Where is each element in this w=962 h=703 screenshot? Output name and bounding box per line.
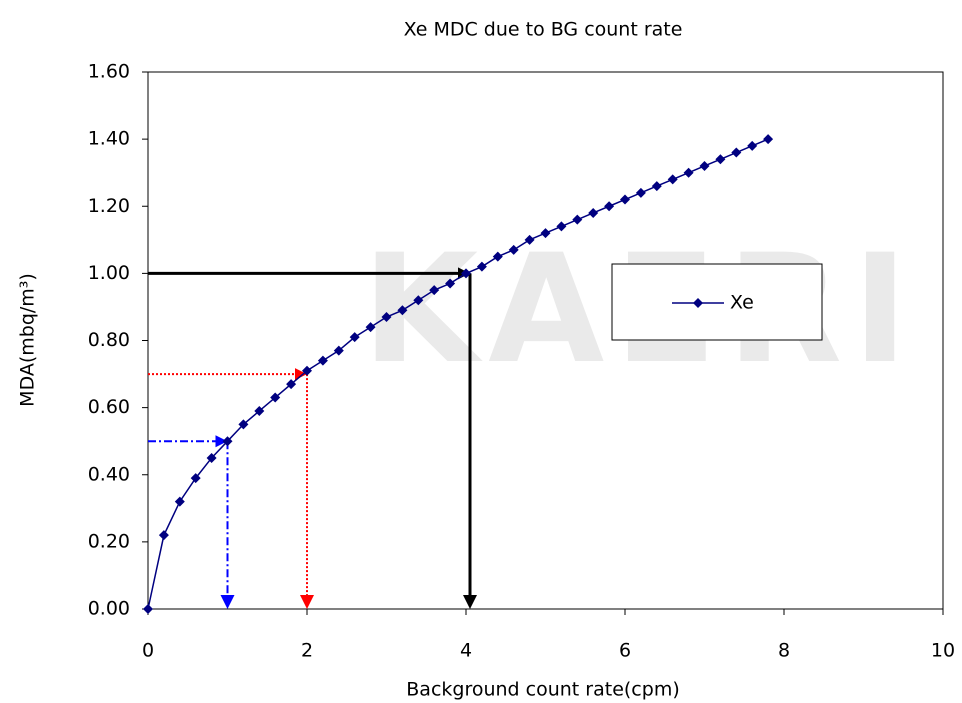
- y-tick-label: 0.40: [88, 463, 130, 485]
- marker: [206, 452, 217, 463]
- marker: [254, 405, 265, 416]
- guide-arrow: [148, 271, 472, 601]
- y-axis-title: MDA(mbq/m³): [17, 273, 39, 407]
- y-tick-label: 0.20: [88, 530, 130, 552]
- arrow-head: [300, 595, 314, 609]
- y-tick-label: 0.60: [88, 396, 130, 418]
- marker: [445, 278, 456, 289]
- x-tick-label: 10: [931, 640, 955, 662]
- marker: [397, 305, 408, 316]
- arrow-head: [220, 595, 235, 609]
- arrow-head: [215, 435, 228, 448]
- arrow-head: [295, 368, 307, 381]
- marker: [540, 228, 551, 239]
- marker: [604, 201, 615, 212]
- x-tick-label: 4: [460, 640, 472, 662]
- marker: [190, 473, 201, 484]
- marker: [699, 160, 710, 171]
- marker: [365, 322, 376, 333]
- marker: [683, 167, 694, 178]
- marker: [556, 221, 567, 232]
- marker: [731, 147, 742, 158]
- series-line: [147, 138, 769, 610]
- marker: [461, 268, 471, 279]
- legend-box: [611, 263, 823, 341]
- y-tick-label: 1.20: [88, 195, 130, 217]
- chart-title: Xe MDC due to BG count rate: [404, 19, 683, 41]
- arrow-head: [463, 595, 477, 609]
- marker: [222, 436, 233, 447]
- y-tick-label: 1.60: [88, 61, 130, 83]
- marker: [763, 134, 774, 145]
- marker: [174, 496, 185, 507]
- marker: [588, 207, 599, 218]
- marker: [747, 140, 758, 151]
- guide-arrow: [148, 440, 229, 601]
- marker: [317, 355, 328, 366]
- x-tick-label: 2: [301, 640, 313, 662]
- y-tick-label: 0.00: [88, 598, 130, 620]
- guide-arrow: [148, 373, 308, 601]
- marker: [349, 332, 360, 343]
- y-tick-label: 1.00: [88, 262, 130, 284]
- marker: [492, 251, 503, 262]
- marker: [508, 244, 519, 255]
- x-axis-title: Background count rate(cpm): [406, 679, 679, 701]
- legend-marker: [693, 298, 703, 308]
- legend-label: Xe: [730, 292, 754, 314]
- x-tick-label: 8: [778, 640, 790, 662]
- marker: [476, 261, 487, 272]
- x-tick-label: 6: [619, 640, 631, 662]
- marker: [715, 154, 726, 165]
- marker: [524, 234, 535, 245]
- marker: [302, 365, 312, 376]
- marker: [238, 419, 249, 430]
- marker: [620, 194, 630, 205]
- marker: [286, 379, 297, 390]
- marker: [413, 295, 424, 306]
- marker: [667, 174, 678, 185]
- marker: [381, 312, 392, 323]
- y-tick-label: 0.80: [88, 329, 130, 351]
- y-tick-label: 1.40: [88, 128, 130, 150]
- marker: [635, 187, 646, 198]
- marker: [270, 392, 281, 403]
- marker: [333, 345, 344, 356]
- x-tick-label: 0: [142, 640, 154, 662]
- marker: [572, 214, 583, 225]
- marker: [651, 181, 662, 192]
- marker: [158, 530, 169, 541]
- marker: [429, 285, 440, 296]
- marker: [143, 604, 153, 614]
